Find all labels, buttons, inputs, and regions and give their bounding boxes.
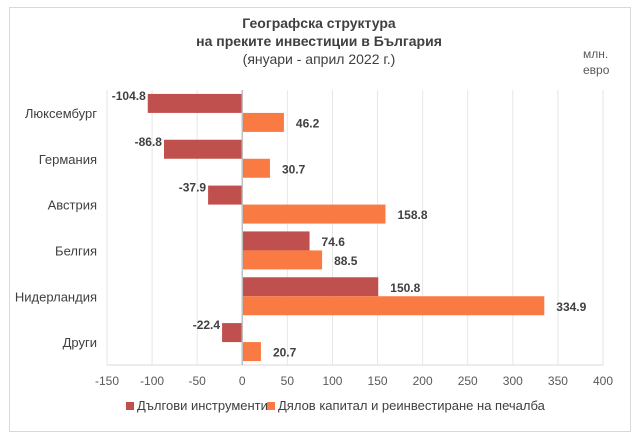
category-label: Белгия [55,243,97,258]
bar-debt [222,323,243,343]
x-tick-label: -50 [189,374,207,388]
x-tick-label: 200 [413,374,433,388]
category-label: Австрия [48,198,97,213]
legend-item-debt: Дългови инструменти [126,398,268,413]
data-label: 20.7 [273,346,297,360]
x-tick-label: 0 [239,374,246,388]
legend-swatch-debt [126,401,134,410]
category-label: Други [63,335,97,350]
data-label: 88.5 [334,254,358,268]
bar-equity [242,296,545,316]
data-label: -86.8 [135,135,163,149]
data-label: 150.8 [390,281,420,295]
data-label: 74.6 [322,235,346,249]
bar-debt [242,231,310,251]
legend-swatch-equity [267,401,275,410]
bar-equity [242,204,386,224]
unit-label: млн. евро [583,46,609,78]
unit-label-line2: евро [583,63,610,77]
x-tick-label: 250 [458,374,478,388]
bar-equity [242,112,284,132]
chart-title: Географска структура на преките инвестиц… [0,14,638,68]
unit-label-line1: млн. [583,47,609,61]
x-tick-label: 350 [548,374,568,388]
x-tick-label: 400 [593,374,613,388]
data-label: 46.2 [296,116,320,130]
data-label: 30.7 [282,162,306,176]
data-label: -22.4 [193,318,221,332]
data-label: 334.9 [556,300,586,314]
data-label: 158.8 [397,208,427,222]
category-label: Германия [39,152,97,167]
x-tick-label: 150 [368,374,388,388]
bar-debt [147,93,243,113]
chart-title-line1: Географска структура [242,15,396,31]
x-tick-label: -100 [140,374,164,388]
chart-title-line2: на преките инвестиции в България [196,33,442,49]
x-tick-label: -150 [95,374,119,388]
legend-label-equity: Дялов капитал и реинвестиране на печалба [278,398,545,413]
bar-equity [242,158,270,178]
category-label: Люксембург [25,106,97,121]
data-label: -104.8 [112,89,146,103]
x-tick-label: 300 [503,374,523,388]
x-tick-label: 100 [322,374,342,388]
category-label: Нидерландия [15,289,97,304]
bar-debt [208,185,243,205]
x-tick-label: 50 [281,374,295,388]
legend-item-equity: Дялов капитал и реинвестиране на печалба [267,398,545,413]
chart-subtitle: (януари - април 2022 г.) [242,51,396,67]
bar-equity [242,342,261,362]
bar-debt [163,139,243,159]
legend-label-debt: Дългови инструменти [137,398,268,413]
data-label: -37.9 [179,181,207,195]
bar-debt [242,277,379,297]
bar-equity [242,250,323,270]
